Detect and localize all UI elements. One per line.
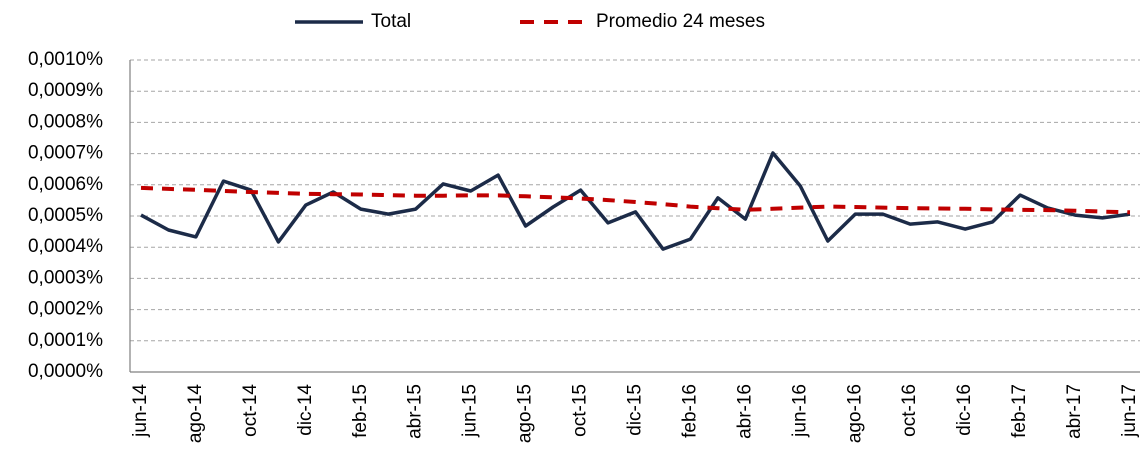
x-tick-label: oct-14 bbox=[240, 384, 261, 437]
y-tick-label: 0,0000% bbox=[28, 361, 103, 382]
x-tick-label: oct-16 bbox=[899, 384, 920, 437]
legend-label: Promedio 24 meses bbox=[596, 11, 765, 32]
x-tick-label: jun-15 bbox=[460, 384, 481, 438]
y-tick-label: 0,0008% bbox=[28, 111, 103, 132]
x-tick-label: abr-16 bbox=[734, 384, 755, 439]
x-tick-label: ago-15 bbox=[515, 384, 536, 443]
y-tick-label: 0,0005% bbox=[28, 205, 103, 226]
x-tick-label: abr-15 bbox=[405, 384, 426, 439]
x-tick-label: dic-16 bbox=[954, 384, 975, 436]
x-tick-label: ago-16 bbox=[844, 384, 865, 443]
x-tick-label: feb-15 bbox=[350, 384, 371, 438]
x-tick-label: abr-17 bbox=[1064, 384, 1085, 439]
y-tick-label: 0,0006% bbox=[28, 174, 103, 195]
y-tick-label: 0,0001% bbox=[28, 330, 103, 351]
y-tick-label: 0,0007% bbox=[28, 143, 103, 164]
x-tick-label: ago-14 bbox=[185, 384, 206, 444]
x-tick-label: jun-14 bbox=[130, 384, 151, 438]
y-tick-label: 0,0002% bbox=[28, 299, 103, 320]
y-tick-label: 0,0009% bbox=[28, 80, 103, 101]
x-tick-label: dic-15 bbox=[625, 384, 646, 436]
x-tick-label: feb-17 bbox=[1009, 384, 1030, 438]
x-tick-label: jun-16 bbox=[789, 384, 810, 438]
x-tick-label: oct-15 bbox=[570, 384, 591, 437]
series-line bbox=[140, 185, 1131, 215]
y-tick-label: 0,0004% bbox=[28, 236, 103, 257]
x-tick-label: feb-16 bbox=[679, 384, 700, 438]
legend-label: Total bbox=[371, 11, 411, 32]
x-tick-label: dic-14 bbox=[295, 384, 316, 436]
y-tick-label: 0,0010% bbox=[28, 49, 103, 70]
x-tick-label: jun-17 bbox=[1119, 384, 1140, 438]
series-line bbox=[140, 151, 1131, 251]
y-tick-label: 0,0003% bbox=[28, 267, 103, 288]
